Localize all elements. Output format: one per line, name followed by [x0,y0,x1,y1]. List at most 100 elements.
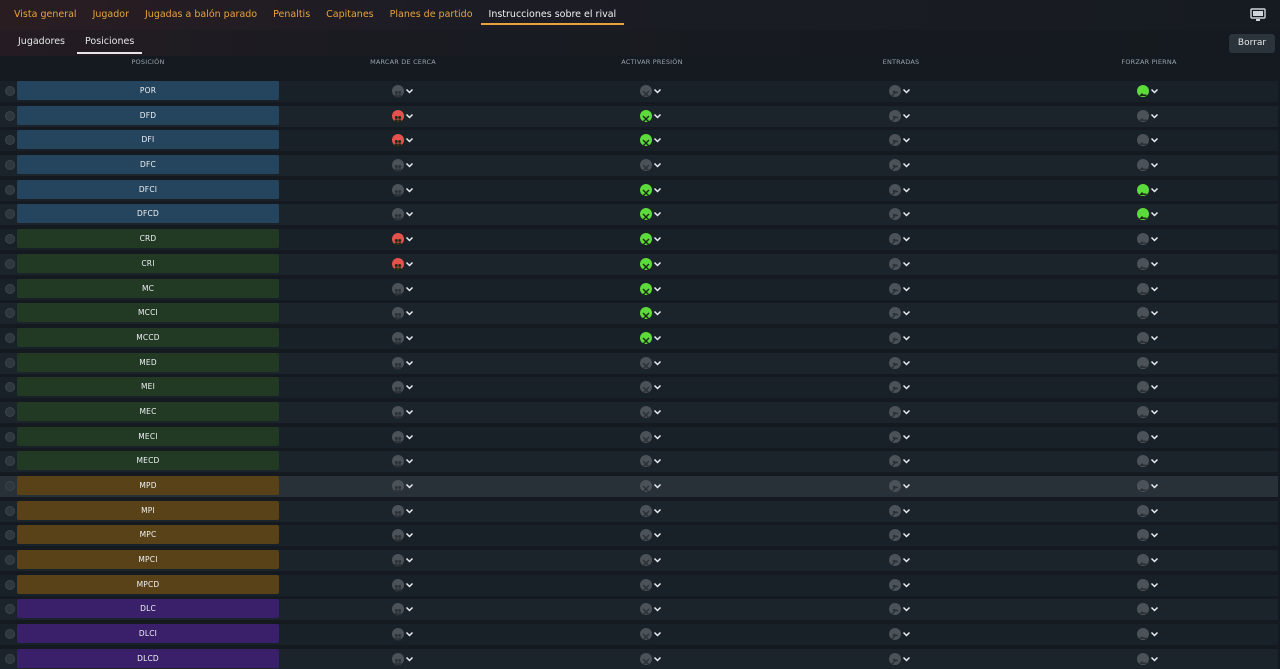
tackle-dropdown[interactable] [889,230,915,248]
mark-dropdown[interactable] [392,280,418,298]
top-tab-4[interactable]: Capitanes [326,9,374,20]
press-dropdown[interactable] [640,600,666,618]
check-circle-icon[interactable] [5,234,15,245]
tackle-dropdown[interactable] [889,131,915,149]
press-dropdown[interactable] [640,329,666,347]
table-row[interactable]: MECI [0,426,1278,451]
table-row[interactable]: CRI [0,253,1278,278]
tackle-dropdown[interactable] [889,255,915,273]
foot-dropdown[interactable] [1137,304,1163,322]
press-dropdown[interactable] [640,502,666,520]
mark-dropdown[interactable] [392,452,418,470]
tackle-dropdown[interactable] [889,378,915,396]
press-dropdown[interactable] [640,452,666,470]
top-tab-5[interactable]: Planes de partido [389,9,473,20]
table-row[interactable]: MECD [0,450,1278,475]
check-circle-icon[interactable] [5,579,15,590]
foot-dropdown[interactable] [1137,576,1163,594]
sub-tab-1[interactable]: Posiciones [75,30,144,56]
foot-dropdown[interactable] [1137,625,1163,643]
mark-dropdown[interactable] [392,304,418,322]
check-circle-icon[interactable] [5,382,15,393]
foot-dropdown[interactable] [1137,502,1163,520]
tackle-dropdown[interactable] [889,452,915,470]
mark-dropdown[interactable] [392,378,418,396]
table-row[interactable]: CRD [0,228,1278,253]
table-row[interactable]: DFCD [0,203,1278,228]
mark-dropdown[interactable] [392,107,418,125]
mark-dropdown[interactable] [392,131,418,149]
table-row[interactable]: DFC [0,154,1278,179]
tackle-dropdown[interactable] [889,576,915,594]
tackle-dropdown[interactable] [889,354,915,372]
mark-dropdown[interactable] [392,82,418,100]
foot-dropdown[interactable] [1137,378,1163,396]
table-row[interactable]: DLCD [0,648,1278,669]
table-row[interactable]: DLCI [0,623,1278,648]
mark-dropdown[interactable] [392,181,418,199]
table-row[interactable]: MPC [0,524,1278,549]
mark-dropdown[interactable] [392,502,418,520]
table-row[interactable]: DFI [0,129,1278,154]
press-dropdown[interactable] [640,576,666,594]
foot-dropdown[interactable] [1137,403,1163,421]
tackle-dropdown[interactable] [889,650,915,668]
tackle-dropdown[interactable] [889,280,915,298]
mark-dropdown[interactable] [392,526,418,544]
table-row[interactable]: DFCI [0,179,1278,204]
top-tab-6[interactable]: Instrucciones sobre el rival [480,0,625,30]
press-dropdown[interactable] [640,650,666,668]
tackle-dropdown[interactable] [889,329,915,347]
press-dropdown[interactable] [640,131,666,149]
table-row[interactable]: MCCD [0,327,1278,352]
foot-dropdown[interactable] [1137,551,1163,569]
table-row[interactable]: MEI [0,376,1278,401]
check-circle-icon[interactable] [5,332,15,343]
top-tab-1[interactable]: Jugador [92,9,129,20]
sub-tab-0[interactable]: Jugadores [18,36,66,47]
press-dropdown[interactable] [640,255,666,273]
mark-dropdown[interactable] [392,329,418,347]
top-tab-0[interactable]: Vista general [14,9,77,20]
top-tab-3[interactable]: Penaltis [273,9,311,20]
mark-dropdown[interactable] [392,600,418,618]
table-row[interactable]: DFD [0,105,1278,130]
mark-dropdown[interactable] [392,205,418,223]
foot-dropdown[interactable] [1137,600,1163,618]
foot-dropdown[interactable] [1137,354,1163,372]
check-circle-icon[interactable] [5,110,15,121]
table-row[interactable]: DLC [0,598,1278,623]
press-dropdown[interactable] [640,625,666,643]
table-row[interactable]: POR [0,80,1278,105]
foot-dropdown[interactable] [1137,452,1163,470]
tackle-dropdown[interactable] [889,304,915,322]
table-row[interactable]: MCCI [0,302,1278,327]
press-dropdown[interactable] [640,107,666,125]
check-circle-icon[interactable] [5,209,15,220]
foot-dropdown[interactable] [1137,329,1163,347]
monitor-icon[interactable] [1250,8,1266,22]
tackle-dropdown[interactable] [889,477,915,495]
tackle-dropdown[interactable] [889,181,915,199]
press-dropdown[interactable] [640,181,666,199]
check-circle-icon[interactable] [5,604,15,615]
clear-button[interactable]: Borrar [1229,34,1275,53]
table-row[interactable]: MEC [0,401,1278,426]
tackle-dropdown[interactable] [889,156,915,174]
press-dropdown[interactable] [640,304,666,322]
mark-dropdown[interactable] [392,576,418,594]
mark-dropdown[interactable] [392,230,418,248]
tackle-dropdown[interactable] [889,551,915,569]
table-row[interactable]: MPCD [0,574,1278,599]
foot-dropdown[interactable] [1137,205,1163,223]
mark-dropdown[interactable] [392,650,418,668]
foot-dropdown[interactable] [1137,181,1163,199]
tackle-dropdown[interactable] [889,428,915,446]
foot-dropdown[interactable] [1137,428,1163,446]
mark-dropdown[interactable] [392,428,418,446]
check-circle-icon[interactable] [5,357,15,368]
tackle-dropdown[interactable] [889,82,915,100]
mark-dropdown[interactable] [392,477,418,495]
check-circle-icon[interactable] [5,481,15,491]
check-circle-icon[interactable] [5,283,15,294]
